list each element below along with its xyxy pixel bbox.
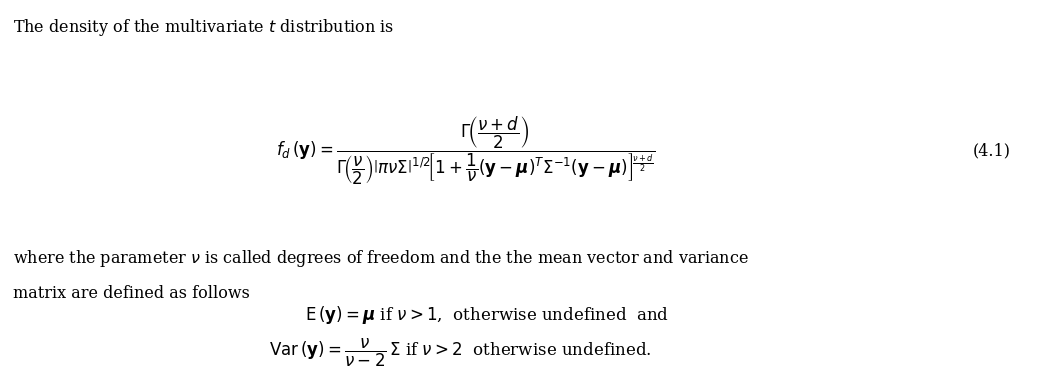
Text: matrix are defined as follows: matrix are defined as follows bbox=[13, 285, 250, 303]
Text: $f_d\,(\mathbf{y}) = \dfrac{\Gamma\!\left(\dfrac{\nu+d}{2}\right)}{\Gamma\!\left: $f_d\,(\mathbf{y}) = \dfrac{\Gamma\!\lef… bbox=[275, 115, 656, 187]
Text: $\mathrm{E}\,(\mathbf{y}) = \boldsymbol{\mu}$ if $\nu > 1$,  otherwise undefined: $\mathrm{E}\,(\mathbf{y}) = \boldsymbol{… bbox=[305, 304, 669, 326]
Text: The density of the multivariate $t$ distribution is: The density of the multivariate $t$ dist… bbox=[13, 17, 394, 38]
Text: (4.1): (4.1) bbox=[972, 142, 1010, 160]
Text: $\mathrm{Var}\,(\mathbf{y}) = \dfrac{\nu}{\nu-2}\,\Sigma$ if $\nu > 2$  otherwis: $\mathrm{Var}\,(\mathbf{y}) = \dfrac{\nu… bbox=[269, 336, 652, 369]
Text: where the parameter $\nu$ is called degrees of freedom and the the mean vector a: where the parameter $\nu$ is called degr… bbox=[13, 248, 748, 269]
